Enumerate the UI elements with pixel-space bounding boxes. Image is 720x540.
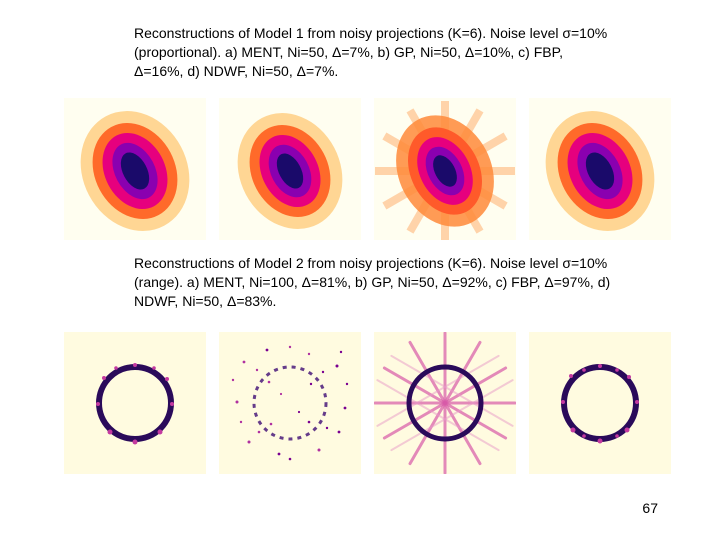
panel-1d-ndwf: [529, 98, 671, 240]
panel-2a-ment: [64, 332, 206, 474]
caption-model-2: Reconstructions of Model 2 from noisy pr…: [124, 254, 624, 311]
panel-2b-gp: [219, 332, 361, 474]
panel-2c-fbp: [374, 332, 516, 474]
panel-row-model-1: [64, 98, 671, 240]
panel-1a-ment: [64, 98, 206, 240]
panel-1c-fbp: [374, 98, 516, 240]
ring-streak-plot-icon: [374, 332, 516, 474]
ring-speckle-plot-icon: [219, 332, 361, 474]
ellipse-plot-icon: [219, 98, 361, 240]
caption-2-text: Reconstructions of Model 2 from noisy pr…: [134, 255, 610, 309]
panel-1b-gp: [219, 98, 361, 240]
page-number: 67: [642, 500, 658, 516]
caption-model-1: Reconstructions of Model 1 from noisy pr…: [124, 24, 624, 81]
panel-row-model-2: [64, 332, 671, 474]
ellipse-streak-plot-icon: [374, 98, 516, 240]
ellipse-plot-icon: [529, 98, 671, 240]
ring-plot-icon: [64, 332, 206, 474]
ellipse-plot-icon: [64, 98, 206, 240]
ring-plot-icon: [529, 332, 671, 474]
caption-1-text: Reconstructions of Model 1 from noisy pr…: [134, 25, 607, 79]
panel-2d-ndwf: [529, 332, 671, 474]
